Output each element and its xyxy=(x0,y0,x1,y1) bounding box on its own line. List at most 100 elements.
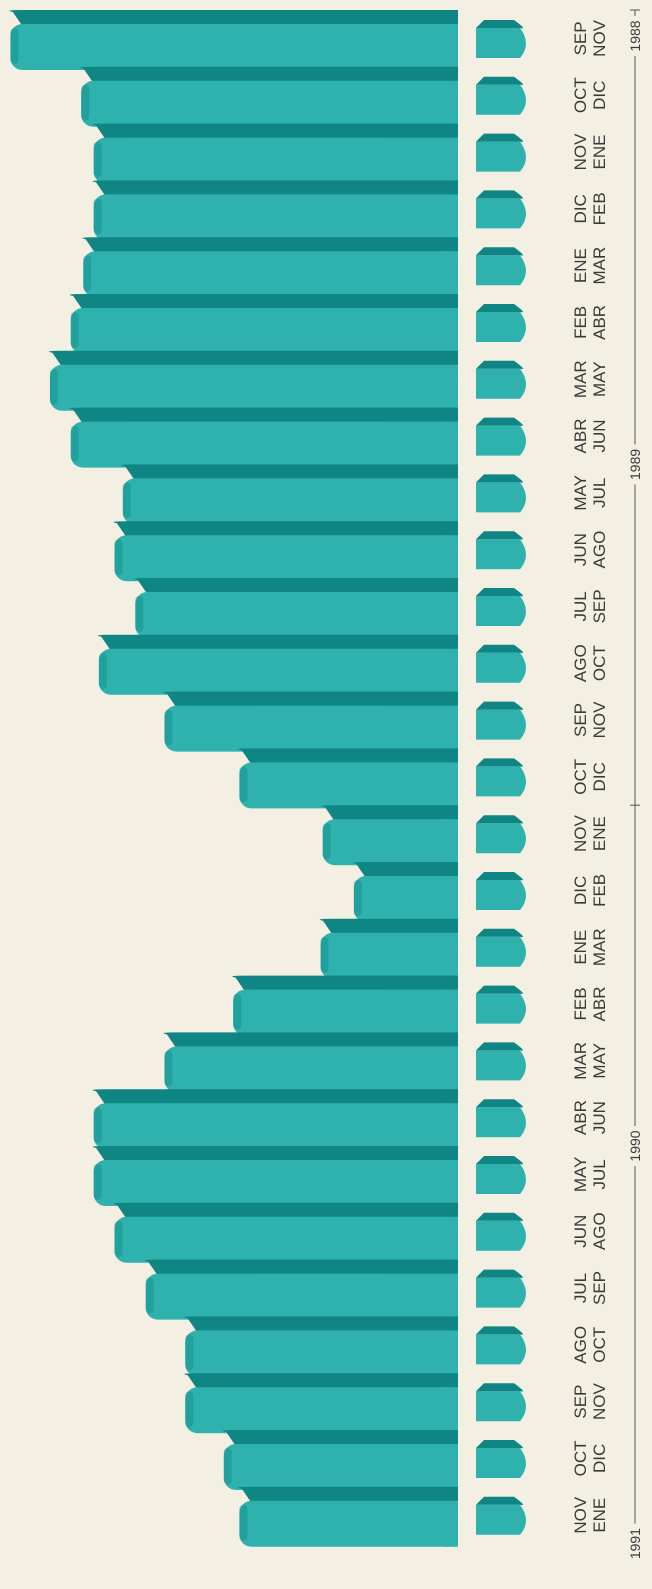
category-label: SEP NOV xyxy=(571,701,609,739)
bar-base-face xyxy=(476,993,526,1024)
category-label-bottom: ABR xyxy=(590,987,609,1022)
category-label-bottom: MAR xyxy=(590,928,609,966)
bar-depth xyxy=(184,1316,458,1333)
category-label-bottom: MAY xyxy=(590,1043,609,1079)
bar xyxy=(238,748,458,809)
bar-base-depth xyxy=(476,588,523,597)
bar-shade xyxy=(322,823,331,860)
category-label-bottom: JUL xyxy=(590,1159,609,1189)
bar xyxy=(9,10,459,70)
bar-base xyxy=(476,872,526,910)
category-label-bottom: SEP xyxy=(590,589,609,623)
category-label: AGO OCT xyxy=(571,1326,609,1364)
bar-base xyxy=(476,531,526,570)
category-label: OCT DIC xyxy=(571,77,609,113)
bar-depth xyxy=(319,918,458,935)
category-label-top: NOV xyxy=(571,133,590,171)
bar-depth xyxy=(352,862,458,878)
bar-shade xyxy=(93,198,102,235)
bar-depth xyxy=(134,578,458,594)
bar-shade xyxy=(93,1164,102,1200)
bar-shade xyxy=(239,766,248,803)
bar-base-depth xyxy=(476,1383,523,1392)
category-label-top: DIC xyxy=(571,194,590,223)
bar-base-face xyxy=(476,766,526,797)
bar-face xyxy=(233,989,458,1036)
category-label-top: SEP xyxy=(571,703,590,737)
bar-base-face xyxy=(476,1448,526,1478)
bar-shade xyxy=(114,539,123,576)
bar-depth xyxy=(163,1032,458,1049)
bar-base xyxy=(476,190,526,229)
bar-shade xyxy=(10,28,19,64)
bar xyxy=(92,1146,459,1206)
bar-shade xyxy=(233,993,242,1030)
category-label-bottom: ENE xyxy=(590,816,609,851)
bar-base xyxy=(476,1099,526,1138)
category-label-top: MAY xyxy=(571,1157,590,1193)
bar-base-depth xyxy=(476,531,523,540)
bar xyxy=(163,691,459,752)
bar xyxy=(80,66,459,127)
bar-face xyxy=(98,648,459,695)
category-label-bottom: NOV xyxy=(590,1383,609,1421)
bar-face-end xyxy=(444,1273,458,1320)
bar-face xyxy=(322,819,458,866)
category-label: AGO OCT xyxy=(571,644,609,682)
bar xyxy=(232,975,458,1036)
bar-depth xyxy=(238,748,458,765)
year-label: 1991 xyxy=(626,1523,644,1564)
bar-base-face xyxy=(476,1334,526,1365)
bar-base xyxy=(476,76,526,115)
bar-face-end xyxy=(444,421,458,468)
year-label: 1990 xyxy=(626,1126,644,1166)
bar-face-end xyxy=(444,1160,458,1206)
bar-depth xyxy=(232,975,458,992)
category-label-bottom: SEP xyxy=(590,1271,609,1305)
category-label-bottom: JUL xyxy=(590,478,609,508)
bar xyxy=(163,1032,459,1093)
bar-depth xyxy=(92,1146,459,1162)
bar-base xyxy=(476,928,526,967)
bar xyxy=(113,1202,459,1263)
bar-depth xyxy=(121,464,459,481)
year-label-bg xyxy=(626,1126,644,1166)
bar-base-depth xyxy=(476,815,523,824)
bar-base xyxy=(476,1383,526,1422)
category-label-top: FEB xyxy=(571,987,590,1020)
bar-face-end xyxy=(444,364,458,411)
bar-base-face xyxy=(476,141,526,172)
bar xyxy=(352,862,458,922)
category-label: JUL SEP xyxy=(571,589,609,623)
bar-face-end xyxy=(444,932,458,979)
bar xyxy=(184,1316,459,1377)
bar xyxy=(48,350,459,411)
bar-base xyxy=(476,1156,526,1194)
bar-base-face xyxy=(476,1050,526,1081)
category-label: ABR JUN xyxy=(571,419,609,454)
bar-face xyxy=(93,1160,458,1206)
bar-face-end xyxy=(444,1103,458,1150)
category-label-top: JUN xyxy=(571,1215,590,1248)
category-label: FEB ABR xyxy=(571,987,609,1022)
bar-face-end xyxy=(444,80,458,127)
bar-face xyxy=(49,364,459,411)
bar xyxy=(321,805,458,866)
category-label-bottom: ABR xyxy=(590,305,609,340)
category-label-top: OCT xyxy=(571,1440,590,1476)
bar-depth xyxy=(144,1259,458,1276)
bar-face-end xyxy=(444,762,458,809)
bar-base-face xyxy=(476,312,526,342)
bar-base xyxy=(476,758,526,797)
bar-base-face xyxy=(476,84,526,115)
bar-base-depth xyxy=(476,872,523,881)
bar-base-depth xyxy=(476,1440,523,1449)
category-label: ABR JUN xyxy=(571,1100,609,1135)
bar-face-end xyxy=(444,876,458,922)
category-label: DIC FEB xyxy=(571,192,609,225)
bar-face-end xyxy=(444,705,458,752)
category-label-top: ABR xyxy=(571,1100,590,1135)
category-label-bottom: ENE xyxy=(590,1498,609,1533)
bar-base-face xyxy=(476,936,526,967)
